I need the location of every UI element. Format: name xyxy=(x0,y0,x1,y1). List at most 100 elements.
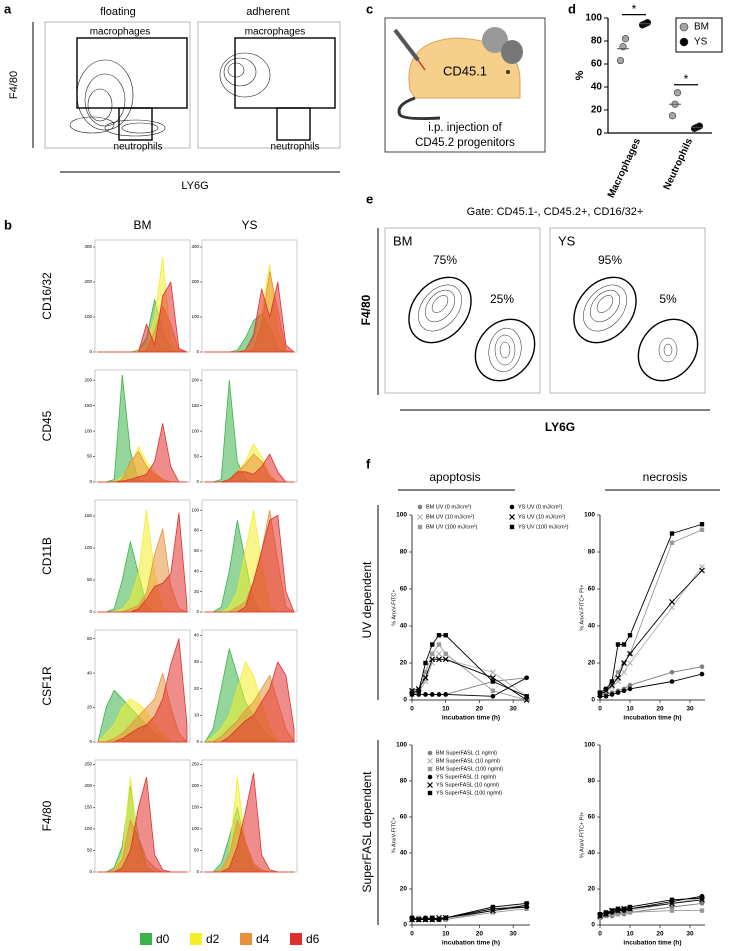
series-line xyxy=(599,897,703,917)
y-tick-label: 50 xyxy=(194,454,200,459)
y-tick-label: 100 xyxy=(396,512,407,519)
histogram xyxy=(204,661,295,743)
marker xyxy=(627,633,633,638)
plot-frame xyxy=(197,21,341,149)
marker xyxy=(669,908,675,913)
y-tick-label: 100 xyxy=(584,512,595,519)
y-tick-label: 0 xyxy=(89,609,92,614)
marker xyxy=(443,915,448,920)
marker xyxy=(699,522,705,527)
x-tick-label: Neutrophils xyxy=(662,136,696,191)
marker xyxy=(490,679,496,684)
marker xyxy=(699,895,705,901)
panel-label: f xyxy=(366,456,371,471)
marker xyxy=(699,664,705,669)
x-tick-label: 20 xyxy=(476,931,484,938)
marker-label: CD45.1 xyxy=(443,63,487,78)
marker xyxy=(490,910,496,915)
y-tick-label: 200 xyxy=(191,783,199,788)
y-tick-label: 60 xyxy=(591,59,603,70)
y-tick-label: 20 xyxy=(87,705,93,710)
y-tick-label: 0 xyxy=(196,609,199,614)
x-tick-label: 10 xyxy=(442,706,450,713)
marker xyxy=(490,694,496,699)
legend-label: BM SuperFASL (10 ng/ml) xyxy=(436,758,500,764)
legend-label: BM UV (10 mJ/cm²) xyxy=(426,514,474,520)
legend-label: BM SuperFASL (100 ng/ml) xyxy=(436,766,503,772)
marker xyxy=(436,642,442,647)
panel-label: c xyxy=(366,1,373,16)
gate xyxy=(234,37,336,109)
y-tick-label: 50 xyxy=(87,848,93,853)
mouse-ear xyxy=(501,40,523,64)
y-tick-label: 40 xyxy=(87,670,93,675)
y-tick-label: 100 xyxy=(84,428,92,433)
y-tick-label: 50 xyxy=(194,848,200,853)
marker xyxy=(669,540,675,545)
y-tick-label: 40 xyxy=(194,568,200,573)
legend-label: YS UV (0 mJ/cm²) xyxy=(518,504,562,510)
panel-a: floating adherent F4/80 LY6G macrophages… xyxy=(8,6,341,192)
y-tick-label: 100 xyxy=(585,13,602,24)
x-tick-label: 10 xyxy=(626,706,634,713)
gates xyxy=(408,276,699,382)
marker xyxy=(422,674,429,681)
histogram xyxy=(204,514,295,613)
x-tick-label: 20 xyxy=(476,706,484,713)
marker xyxy=(427,750,433,756)
row-label: SuperFASL dependent xyxy=(360,771,374,893)
marker xyxy=(416,688,421,693)
dot xyxy=(616,56,625,65)
marker xyxy=(669,904,675,910)
gate-label: macrophages xyxy=(90,27,151,38)
marker xyxy=(669,897,675,902)
legend-label: YS SuperFASL (10 ng/ml) xyxy=(436,782,499,788)
dot xyxy=(643,19,652,27)
y-tick-label: 250 xyxy=(191,761,199,766)
y-tick-label: 40 xyxy=(588,623,596,630)
legend-label: d2 xyxy=(206,932,220,946)
y-tick-label: 200 xyxy=(84,377,92,382)
marker xyxy=(621,669,627,676)
significance: * xyxy=(632,2,637,16)
y-tick-label: 20 xyxy=(194,589,200,594)
dot xyxy=(668,112,677,120)
legend-label: YS SuperFASL (1 ng/ml) xyxy=(436,774,496,780)
marker xyxy=(436,656,442,663)
marker xyxy=(627,686,633,692)
y-tick-label: 80 xyxy=(591,36,603,47)
marker xyxy=(430,915,435,920)
row-label: UV dependent xyxy=(360,561,374,638)
y-tick-label: 80 xyxy=(588,549,596,556)
legend-label: d6 xyxy=(306,932,320,946)
contours xyxy=(69,52,271,137)
marker xyxy=(489,669,496,676)
marker xyxy=(417,504,423,510)
syringe xyxy=(393,28,420,62)
plot-frame xyxy=(384,227,541,394)
series-line xyxy=(599,523,703,693)
marker xyxy=(443,692,449,697)
panel-label: d xyxy=(568,1,576,16)
column-title: YS xyxy=(241,218,257,232)
y-tick-label: 30 xyxy=(194,659,200,664)
row-label: CSF1R xyxy=(40,666,54,706)
gate-label: 25% xyxy=(490,292,514,306)
legend-swatch xyxy=(140,933,152,945)
y-tick-label: 80 xyxy=(194,528,200,533)
y-tick-label: 20 xyxy=(400,886,408,893)
y-tick-label: 0 xyxy=(591,922,595,929)
gate-label: macrophages xyxy=(245,27,306,38)
gate-label: neutrophils xyxy=(114,142,163,153)
y-tick-label: 80 xyxy=(400,778,408,785)
marker xyxy=(524,694,529,699)
x-tick-label: 30 xyxy=(510,931,518,938)
marker xyxy=(597,690,603,695)
y-tick-label: 100 xyxy=(396,742,407,749)
marker xyxy=(524,901,529,906)
marker xyxy=(509,504,515,510)
marker xyxy=(409,690,415,695)
y-tick-label: 100 xyxy=(191,507,199,512)
marker xyxy=(669,599,675,605)
